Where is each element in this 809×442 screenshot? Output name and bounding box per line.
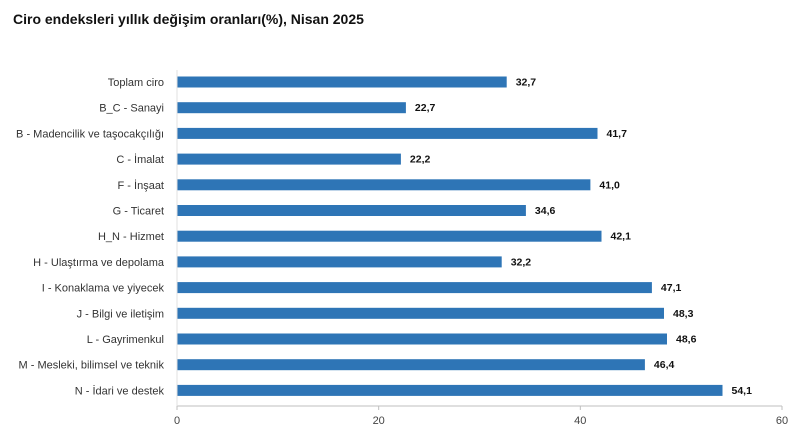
category-label: J - Bilgi ve iletişim (77, 308, 164, 320)
category-label: N - İdari ve destek (75, 384, 165, 397)
bar (177, 76, 507, 88)
bar (177, 307, 664, 319)
value-label: 34,6 (535, 205, 556, 217)
category-label: H - Ulaştırma ve depolama (33, 257, 165, 269)
category-label: L - Gayrimenkul (87, 334, 164, 346)
value-label: 41,0 (599, 179, 620, 191)
bar (177, 205, 526, 216)
bars-group (177, 76, 723, 396)
value-label: 32,7 (516, 77, 537, 89)
category-label: C - İmalat (116, 153, 164, 166)
value-label: 22,7 (415, 102, 436, 114)
x-axis: 0 20 40 60 (174, 70, 788, 427)
category-labels-group: Toplam ciro B_C - Sanayi B - Madencilik ve… (16, 77, 165, 397)
value-label: 54,1 (732, 385, 753, 397)
category-label: M - Mesleki, bilimsel ve teknik (19, 360, 165, 372)
value-label: 47,1 (661, 282, 682, 294)
x-tick-label: 20 (373, 415, 385, 427)
bar (177, 127, 598, 139)
bar (177, 102, 406, 114)
bar (177, 179, 591, 191)
value-label: 42,1 (611, 231, 632, 243)
category-label: B_C - Sanayi (99, 103, 164, 115)
value-label: 32,2 (511, 256, 532, 268)
category-label: Toplam ciro (108, 77, 164, 89)
value-label: 48,3 (673, 308, 694, 320)
bar (177, 256, 502, 268)
category-label: G - Ticaret (113, 206, 164, 218)
x-tick-label: 0 (174, 415, 180, 427)
bar (177, 333, 667, 345)
value-label: 46,4 (654, 359, 675, 371)
value-label: 48,6 (676, 334, 697, 346)
value-labels-group: 32,7 22,7 41,7 22,2 41,0 34,6 42,1 32,2 47,1 48,3… (410, 77, 752, 397)
bar (177, 282, 652, 294)
bar (177, 384, 723, 396)
value-label: 22,2 (410, 154, 431, 166)
chart-title: Ciro endeksleri yıllık değişim oranları(… (13, 11, 364, 27)
x-tick-label: 60 (776, 415, 788, 427)
bar (177, 153, 401, 165)
bar (177, 230, 602, 242)
x-tick-label: 40 (574, 415, 586, 427)
category-label: H_N - Hizmet (98, 231, 164, 243)
category-label: B - Madencilik ve taşocakçılığı (16, 128, 164, 140)
category-label: F - İnşaat (118, 179, 164, 192)
bar (177, 359, 645, 371)
value-label: 41,7 (607, 128, 628, 140)
category-label: I - Konaklama ve yiyecek (42, 283, 165, 295)
